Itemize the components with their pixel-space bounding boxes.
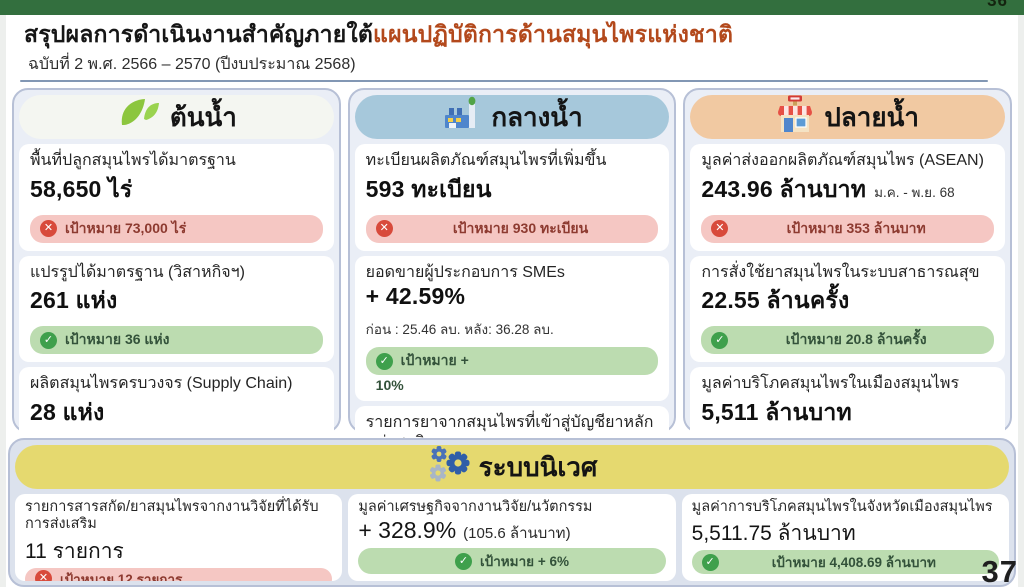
ecosystem-section: ระบบนิเวศ รายการสารสกัด/ยาสมุนไพรจากงานว…	[8, 438, 1016, 587]
metric-value: 243.96 ล้านบาท	[701, 175, 867, 202]
metric-label: มูลค่าการบริโภคสมุนไพรในจังหวัดเมืองสมุน…	[691, 499, 993, 515]
metric-value: 593 ทะเบียน	[365, 175, 492, 202]
slide-left-edge	[0, 14, 6, 587]
metric-card: มูลค่าการบริโภคสมุนไพรในจังหวัดเมืองสมุน…	[681, 494, 1009, 581]
metric-value-note: (105.6 ล้านบาท)	[463, 525, 571, 543]
ecosystem-title: ระบบนิเวศ	[478, 451, 598, 482]
metric-label: มูลค่าส่งออกผลิตภัณฑ์สมุนไพร (ASEAN)	[701, 152, 984, 169]
leaf-icon	[116, 96, 160, 139]
target-label: เป้าหมาย + 6%	[480, 554, 569, 569]
column-downstream-title: ปลายน้ำ	[824, 101, 919, 132]
page-title-black: สรุปผลการดำเนินงานสำคัญภายใต้	[24, 21, 374, 47]
status-icon	[35, 570, 52, 581]
column-downstream: ปลายน้ำ มูลค่าส่งออกผลิตภัณฑ์สมุนไพร (AS…	[683, 88, 1013, 474]
target-badge: เป้าหมาย 353 ล้านบาท	[701, 214, 995, 243]
gears-icon	[427, 444, 473, 491]
status-icon	[455, 552, 473, 570]
column-upstream-header: ต้นน้ำ	[19, 95, 334, 139]
target-label: เป้าหมาย 73,000 ไร่	[65, 219, 187, 236]
target-badge: เป้าหมาย 73,000 ไร่	[30, 214, 323, 243]
status-icon	[375, 220, 393, 238]
metric-label: ยอดขายผู้ประกอบการ SMEs	[365, 263, 565, 281]
target-badge: เป้าหมาย + 6%	[358, 548, 666, 574]
title-divider	[20, 80, 988, 82]
target-badge: เป้าหมาย 12 รายการ	[25, 567, 333, 581]
status-icon	[40, 220, 57, 238]
status-icon	[701, 553, 719, 571]
metric-value-note: ม.ค. - พ.ย. 68	[874, 184, 955, 200]
metric-value: + 328.9%	[358, 517, 457, 544]
target-label: เป้าหมาย 353 ล้านบาท	[786, 219, 926, 236]
target-label: เป้าหมาย +	[400, 352, 469, 369]
metric-value: + 42.59%	[365, 283, 466, 310]
target-badge: เป้าหมาย 20.8 ล้านครั้ง	[701, 326, 995, 355]
pipeline-columns: ต้นน้ำ พื้นที่ปลูกสมุนไพรได้มาตรฐาน 58,6…	[12, 88, 1013, 533]
metric-label: พื้นที่ปลูกสมุนไพรได้มาตรฐาน	[30, 152, 236, 169]
status-icon	[40, 331, 57, 349]
target-label: เป้าหมาย 20.8 ล้านครั้ง	[785, 331, 927, 348]
metric-value: 58,650 ไร่	[30, 175, 133, 202]
status-icon	[375, 352, 393, 370]
previous-page-number: 36	[987, 0, 1008, 10]
metric-label: มูลค่าบริโภคสมุนไพรในเมืองสมุนไพร	[701, 375, 960, 393]
metric-label: ทะเบียนผลิตภัณฑ์สมุนไพรที่เพิ่มขึ้น	[365, 152, 607, 169]
metric-value: 5,511 ล้านบาท	[701, 398, 852, 425]
ecosystem-header: ระบบนิเวศ	[15, 445, 1009, 489]
metric-label: ผลิตสมุนไพรครบวงจร (Supply Chain)	[30, 375, 293, 393]
metric-card: รายการสารสกัด/ยาสมุนไพรจากงานวิจัยที่ได้…	[15, 494, 343, 581]
metric-card: การสั่งใช้ยาสมุนไพรในระบบสาธารณสุข 22.55…	[690, 255, 1006, 363]
column-upstream-title: ต้นน้ำ	[169, 101, 237, 132]
title-block: สรุปผลการดำเนินงานสำคัญภายใต้แผนปฏิบัติก…	[24, 21, 1004, 77]
target-badge: เป้าหมาย 4,408.69 ล้านบาท	[691, 550, 999, 574]
metric-value: 11 รายการ	[25, 539, 124, 563]
metric-card: แปรรูปได้มาตรฐาน (วิสาหกิจฯ) 261 แห่ง เป…	[19, 255, 334, 363]
metric-card: ยอดขายผู้ประกอบการ SMEs + 42.59% ก่อน : …	[354, 255, 670, 402]
top-green-bar: 36	[0, 0, 1024, 15]
target-label-overflow: 10%	[375, 377, 404, 394]
page-subtitle: ฉบับที่ 2 พ.ศ. 2566 – 2570 (ปีงบประมาณ 2…	[28, 55, 356, 73]
status-icon	[711, 331, 729, 349]
metric-card: พื้นที่ปลูกสมุนไพรได้มาตรฐาน 58,650 ไร่ …	[19, 144, 334, 251]
metric-value: 5,511.75 ล้านบาท	[691, 522, 856, 546]
target-label: เป้าหมาย 930 ทะเบียน	[452, 219, 589, 236]
slide-right-edge	[1018, 14, 1024, 587]
target-label: เป้าหมาย 4,408.69 ล้านบาท	[771, 555, 936, 571]
metric-label: แปรรูปได้มาตรฐาน (วิสาหกิจฯ)	[30, 263, 245, 281]
metric-card: มูลค่าส่งออกผลิตภัณฑ์สมุนไพร (ASEAN) 243…	[690, 144, 1006, 251]
metric-value: 261 แห่ง	[30, 287, 118, 314]
metric-value-note: ก่อน : 25.46 ลบ. หลัง: 36.28 ลบ.	[365, 322, 554, 338]
target-badge: เป้าหมาย 36 แห่ง	[30, 326, 323, 355]
target-label: เป้าหมาย 12 รายการ	[60, 571, 183, 581]
metric-label: มูลค่าเศรษฐกิจจากงานวิจัย/นวัตกรรม	[358, 499, 593, 515]
target-badge: เป้าหมาย 930 ทะเบียน	[365, 214, 659, 243]
column-midstream: กลางน้ำ ทะเบียนผลิตภัณฑ์สมุนไพรที่เพิ่มข…	[347, 88, 677, 533]
metric-value: 22.55 ล้านครั้ง	[701, 287, 850, 314]
page-title-red: แผนปฏิบัติการด้านสมุนไพรแห่งชาติ	[373, 21, 734, 47]
metric-value: 28 แห่ง	[30, 398, 105, 425]
ecosystem-items: รายการสารสกัด/ยาสมุนไพรจากงานวิจัยที่ได้…	[15, 494, 1009, 581]
column-downstream-header: ปลายน้ำ	[690, 95, 1006, 140]
target-label: เป้าหมาย 36 แห่ง	[65, 331, 170, 348]
metric-card: ทะเบียนผลิตภัณฑ์สมุนไพรที่เพิ่มขึ้น 593 …	[354, 144, 670, 251]
column-midstream-header: กลางน้ำ	[354, 95, 670, 139]
metric-label: รายการสารสกัด/ยาสมุนไพรจากงานวิจัยที่ได้…	[25, 499, 319, 533]
page-number: 37	[981, 554, 1018, 587]
column-upstream: ต้นน้ำ พื้นที่ปลูกสมุนไพรได้มาตรฐาน 58,6…	[12, 88, 341, 474]
shop-icon	[776, 95, 814, 140]
factory-icon	[441, 96, 481, 139]
status-icon	[711, 220, 729, 238]
column-midstream-title: กลางน้ำ	[491, 101, 583, 132]
metric-card: มูลค่าเศรษฐกิจจากงานวิจัย/นวัตกรรม + 328…	[348, 494, 676, 581]
target-badge: เป้าหมาย +	[365, 347, 659, 376]
page-title: สรุปผลการดำเนินงานสำคัญภายใต้แผนปฏิบัติก…	[24, 21, 1004, 49]
metric-label: การสั่งใช้ยาสมุนไพรในระบบสาธารณสุข	[701, 263, 980, 281]
